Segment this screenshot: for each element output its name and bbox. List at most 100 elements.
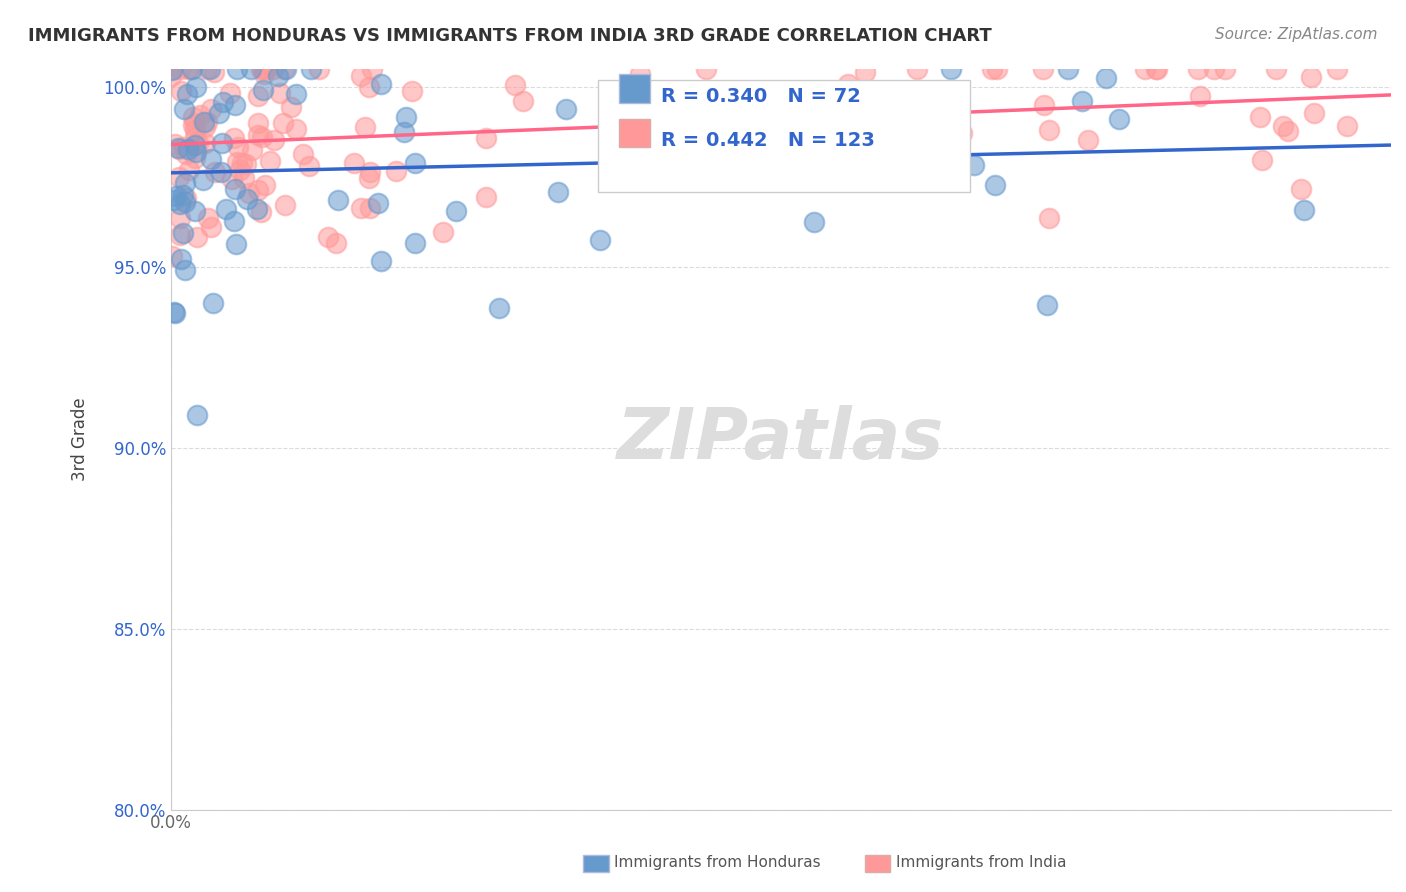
- Point: [1336, 119, 1358, 133]
- Point: [359, 79, 381, 94]
- Point: [350, 201, 373, 215]
- Point: [1213, 62, 1236, 76]
- Point: [225, 155, 247, 169]
- Point: [1251, 153, 1274, 167]
- Point: [184, 116, 207, 130]
- Text: R = 0.442   N = 123: R = 0.442 N = 123: [661, 131, 875, 150]
- Point: [170, 252, 193, 267]
- Point: [759, 156, 782, 170]
- Point: [404, 235, 426, 250]
- Point: [589, 233, 612, 247]
- Point: [269, 87, 291, 101]
- Point: [173, 102, 195, 116]
- Point: [259, 154, 281, 169]
- Point: [186, 230, 208, 244]
- Point: [165, 189, 187, 203]
- Point: [165, 306, 187, 320]
- Point: [1038, 123, 1060, 137]
- Point: [253, 178, 276, 193]
- Point: [350, 69, 373, 83]
- Point: [273, 62, 295, 76]
- Point: [219, 87, 242, 101]
- Point: [163, 136, 186, 151]
- Point: [226, 62, 249, 76]
- Point: [554, 102, 576, 116]
- Point: [1264, 62, 1286, 76]
- Point: [229, 162, 252, 177]
- Point: [1146, 62, 1168, 76]
- Point: [188, 108, 211, 122]
- Text: Immigrants from India: Immigrants from India: [896, 855, 1066, 870]
- Point: [763, 135, 786, 149]
- Point: [1038, 211, 1060, 225]
- Point: [1292, 203, 1315, 218]
- Point: [174, 195, 197, 210]
- Point: [250, 205, 273, 219]
- Point: [963, 158, 986, 172]
- Point: [162, 63, 184, 78]
- Point: [1077, 133, 1099, 147]
- Point: [174, 176, 197, 190]
- Point: [160, 70, 183, 84]
- Point: [614, 141, 637, 155]
- Point: [162, 62, 184, 76]
- Point: [224, 97, 246, 112]
- Point: [370, 253, 392, 268]
- Point: [204, 165, 226, 179]
- Point: [284, 87, 307, 101]
- Point: [981, 62, 1004, 76]
- Point: [986, 62, 1008, 76]
- Point: [200, 220, 222, 235]
- Point: [180, 62, 202, 76]
- Point: [359, 202, 381, 216]
- Point: [1036, 298, 1059, 312]
- Text: Immigrants from Honduras: Immigrants from Honduras: [614, 855, 821, 870]
- Point: [299, 62, 322, 76]
- Point: [1057, 62, 1080, 76]
- Point: [316, 230, 339, 244]
- Point: [240, 62, 263, 76]
- Point: [184, 204, 207, 219]
- Point: [276, 62, 298, 76]
- Point: [179, 62, 201, 76]
- Point: [176, 62, 198, 76]
- Point: [1272, 119, 1295, 133]
- Point: [221, 171, 243, 186]
- Point: [298, 160, 321, 174]
- Point: [183, 151, 205, 165]
- Point: [186, 80, 208, 95]
- Point: [169, 227, 191, 242]
- Point: [238, 186, 260, 200]
- Point: [224, 182, 246, 196]
- Point: [176, 142, 198, 156]
- Point: [211, 136, 233, 150]
- Point: [846, 95, 869, 110]
- Point: [253, 67, 276, 81]
- Point: [174, 263, 197, 277]
- Point: [247, 128, 270, 142]
- Point: [169, 211, 191, 225]
- Point: [194, 136, 217, 150]
- Point: [208, 106, 231, 120]
- Point: [209, 165, 232, 179]
- Point: [202, 295, 225, 310]
- Point: [905, 62, 928, 76]
- Point: [167, 141, 190, 155]
- Point: [984, 178, 1007, 193]
- Point: [247, 183, 270, 197]
- Point: [1187, 62, 1209, 76]
- Point: [392, 125, 415, 139]
- Point: [651, 129, 673, 144]
- Y-axis label: 3rd Grade: 3rd Grade: [72, 397, 89, 481]
- Point: [202, 65, 225, 79]
- Point: [184, 122, 207, 136]
- Point: [222, 214, 245, 228]
- Text: ZIPatlas: ZIPatlas: [617, 405, 945, 474]
- Point: [167, 169, 190, 184]
- Point: [197, 211, 219, 226]
- Point: [252, 62, 274, 76]
- Point: [173, 139, 195, 153]
- Point: [170, 84, 193, 98]
- Point: [162, 193, 184, 207]
- Point: [200, 152, 222, 166]
